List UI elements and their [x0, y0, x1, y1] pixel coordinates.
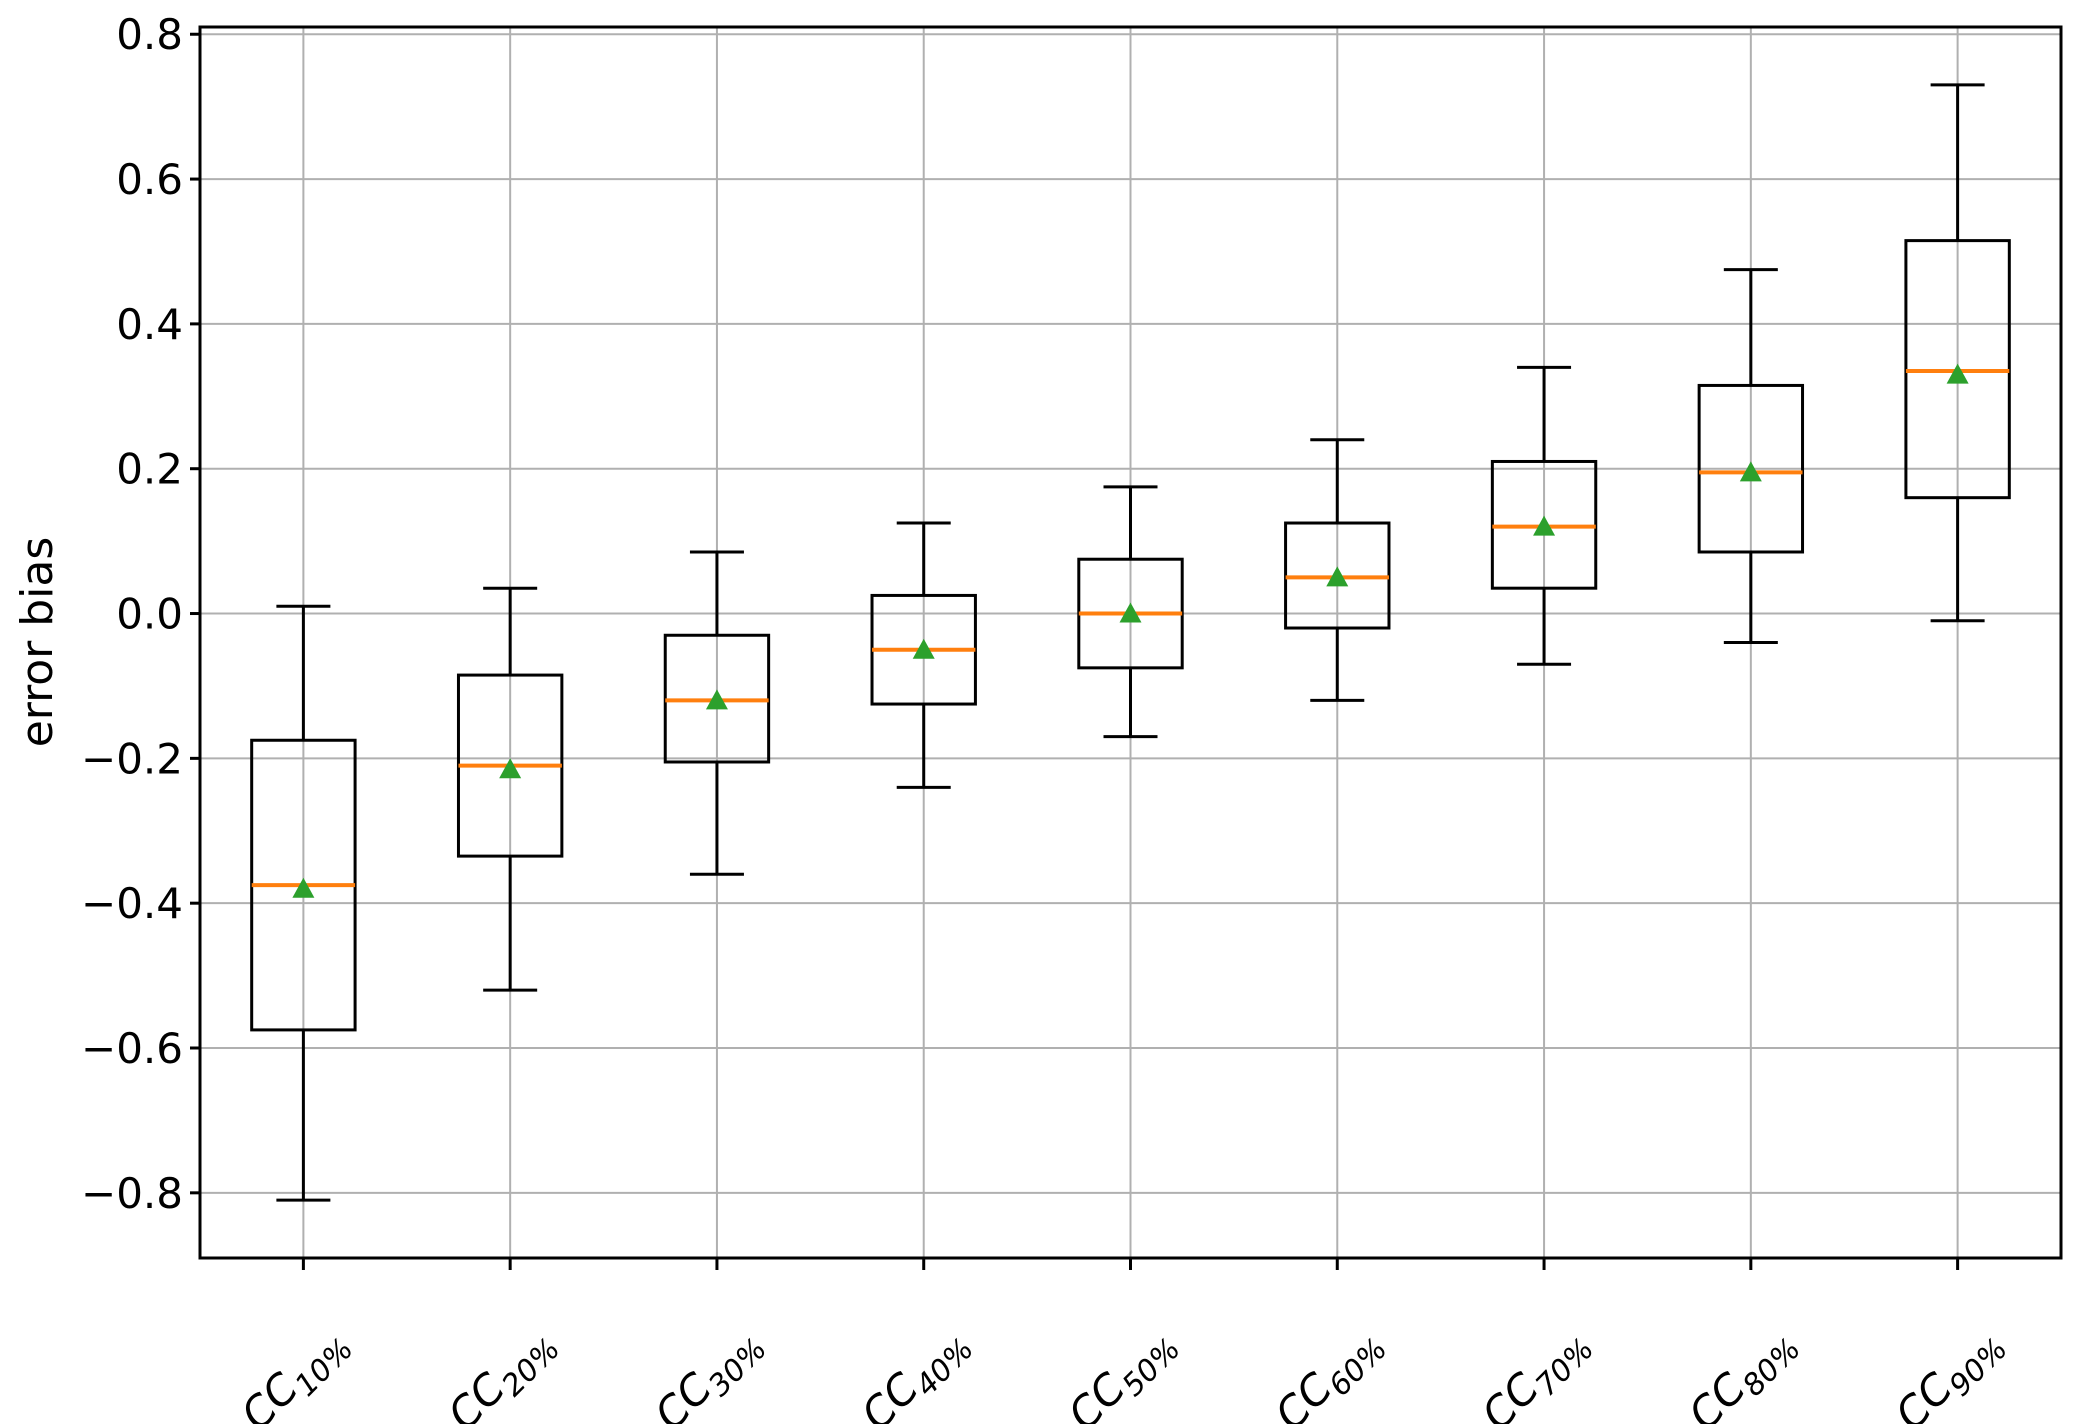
- axes-layer: −0.8 −0.6 −0.4 −0.2 0.0 0.2 0.4 0.6 0.8 CC10% CC20…: [81, 10, 2063, 1424]
- box-group: [456, 586, 564, 992]
- mean-marker: [1119, 602, 1142, 623]
- mean-marker: [1946, 363, 1969, 384]
- y-tick-label: −0.4: [81, 879, 183, 928]
- box-group: [250, 604, 357, 1202]
- mean-marker: [1326, 566, 1349, 587]
- x-tick-label: CC30%: [645, 1316, 774, 1424]
- x-tick-label: CC50%: [1059, 1316, 1188, 1424]
- mean-marker: [705, 689, 728, 710]
- y-tick-label: −0.8: [81, 1169, 183, 1218]
- mean-marker: [1533, 515, 1556, 536]
- box-layer: [250, 83, 2011, 1202]
- y-tick-label: 0.6: [116, 155, 183, 204]
- plot-border: [198, 25, 2063, 1260]
- mean-marker: [499, 758, 522, 779]
- x-tick-label: CC80%: [1679, 1316, 1808, 1424]
- mean-marker: [292, 877, 315, 898]
- box-group: [1490, 365, 1598, 666]
- x-tick-label: CC70%: [1472, 1316, 1601, 1424]
- box-group: [663, 550, 771, 876]
- box-group: [1284, 438, 1391, 702]
- x-tick-label: CC60%: [1265, 1316, 1394, 1424]
- box-group: [870, 521, 977, 789]
- box-group: [1697, 268, 1805, 644]
- y-axis-label: error bias: [12, 537, 63, 748]
- y-tick-label: 0.4: [116, 300, 183, 349]
- mean-marker: [912, 638, 935, 659]
- x-tick-label: CC40%: [852, 1316, 981, 1424]
- mean-marker: [1739, 461, 1762, 482]
- y-tick-label: 0.0: [116, 590, 183, 639]
- box-group: [1904, 83, 2011, 623]
- iqr-box: [1697, 383, 1805, 554]
- y-tick-label: −0.2: [81, 734, 183, 783]
- grid-layer: [200, 27, 2061, 1258]
- y-tick-label: −0.6: [81, 1024, 183, 1073]
- x-tick-label: CC10%: [231, 1316, 360, 1424]
- y-tick-label: 0.2: [116, 445, 183, 494]
- box-group: [1077, 485, 1184, 739]
- x-tick-label: CC20%: [438, 1316, 567, 1424]
- y-tick-label: 0.8: [116, 10, 183, 59]
- x-tick-label: CC90%: [1886, 1316, 2015, 1424]
